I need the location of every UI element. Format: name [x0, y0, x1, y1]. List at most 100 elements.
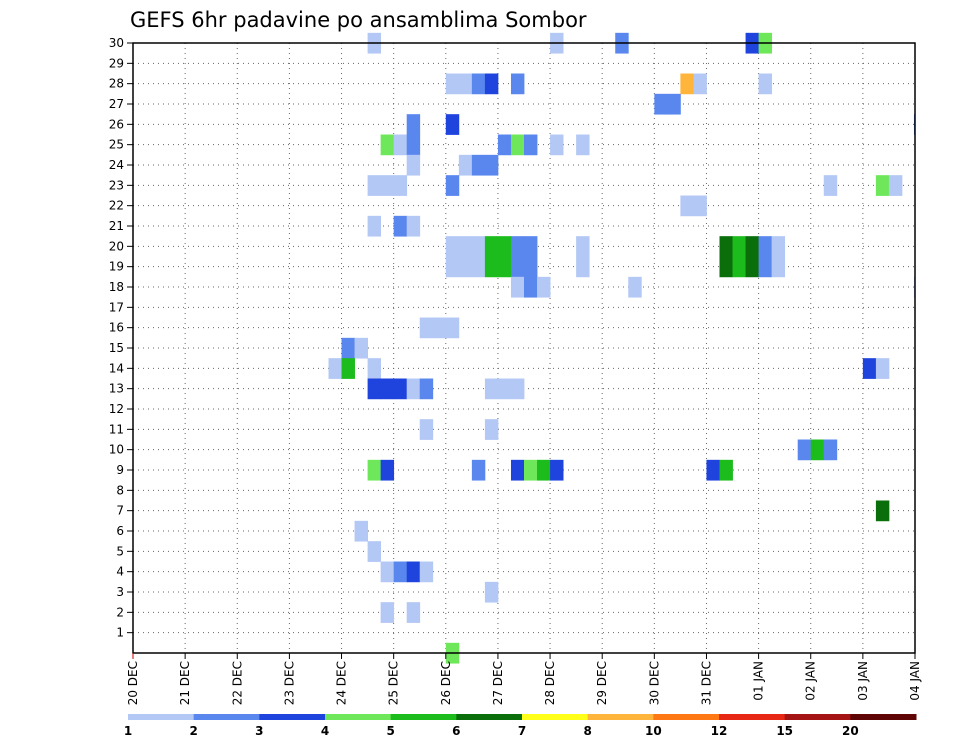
data-cell: [510, 134, 525, 156]
colorbar-segment: [456, 714, 523, 720]
data-cell: [810, 439, 825, 461]
y-tick-label: 15: [109, 341, 124, 355]
data-cell: [758, 73, 773, 95]
y-tick-label: 5: [116, 544, 124, 558]
data-cell: [537, 459, 551, 481]
data-cell: [367, 215, 382, 237]
colorbar-label: 2: [189, 724, 197, 738]
data-cell: [706, 459, 720, 481]
data-cell: [550, 134, 564, 156]
data-cell: [471, 256, 486, 278]
data-cell: [524, 134, 538, 156]
data-cell: [393, 175, 408, 196]
y-tick-label: 19: [109, 260, 124, 274]
data-cell: [406, 134, 421, 156]
y-tick-label: 8: [116, 483, 124, 497]
colorbar-label: 4: [321, 724, 329, 738]
x-tick-label: 25 DEC: [387, 661, 401, 705]
y-axis-ticks: 1234567891011121314151617181920212223242…: [109, 36, 133, 640]
data-cell: [406, 114, 421, 135]
colorbar-segment: [587, 714, 654, 720]
colorbar-segment: [719, 714, 786, 720]
data-cell: [862, 358, 877, 379]
x-tick-label: 28 DEC: [543, 661, 557, 705]
data-cell: [419, 378, 434, 400]
data-cell: [745, 236, 759, 257]
data-cell: [393, 215, 408, 237]
data-cell: [510, 276, 525, 298]
colorbar-label: 6: [452, 724, 460, 738]
data-cell: [419, 317, 434, 339]
data-cell: [823, 439, 838, 461]
x-tick-label: 02 JAN: [804, 661, 818, 701]
data-cell: [680, 195, 694, 217]
data-cell: [380, 175, 395, 196]
data-cell: [432, 317, 447, 339]
data-cell: [471, 154, 486, 176]
y-tick-label: 9: [116, 463, 124, 477]
data-cell: [797, 439, 812, 461]
colorbar-label: 7: [518, 724, 526, 738]
data-cell: [367, 358, 382, 379]
y-tick-label: 24: [109, 158, 124, 172]
data-cell: [380, 602, 395, 623]
data-cell: [341, 358, 355, 379]
data-cell: [875, 358, 890, 379]
y-tick-label: 6: [116, 524, 124, 538]
data-cell: [497, 256, 512, 278]
data-cell: [510, 378, 525, 400]
y-tick-label: 17: [109, 300, 124, 314]
x-tick-label: 04 JAN: [908, 661, 922, 701]
data-cell: [380, 561, 395, 583]
y-tick-label: 22: [109, 199, 124, 213]
x-tick-label: 03 JAN: [856, 661, 870, 701]
data-cell: [445, 175, 460, 196]
data-cell: [576, 256, 590, 278]
data-cell: [823, 175, 838, 196]
chart-title: GEFS 6hr padavine po ansamblima Sombor: [130, 8, 587, 32]
data-cell: [354, 337, 368, 359]
colorbar-segment: [653, 714, 720, 720]
data-cell: [484, 73, 499, 95]
data-cell: [654, 93, 668, 115]
x-tick-label: 21 DEC: [178, 661, 192, 705]
data-cell: [771, 236, 786, 257]
data-cell: [497, 134, 512, 156]
data-cell: [471, 459, 486, 481]
data-cell: [524, 276, 538, 298]
data-cell: [719, 459, 733, 481]
data-cell: [445, 236, 460, 257]
y-tick-label: 11: [109, 422, 124, 436]
x-tick-label: 30 DEC: [647, 661, 661, 705]
y-tick-label: 26: [109, 117, 124, 131]
colorbar-label: 8: [583, 724, 591, 738]
y-tick-label: 7: [116, 504, 124, 518]
data-cell: [510, 73, 525, 95]
data-cell: [419, 419, 434, 440]
data-cell: [693, 73, 707, 95]
y-tick-label: 25: [109, 138, 124, 152]
data-cell: [510, 256, 525, 278]
y-tick-label: 12: [109, 402, 124, 416]
data-cell: [341, 337, 355, 359]
x-tick-label: 26 DEC: [439, 661, 453, 705]
data-cells: [328, 32, 916, 664]
data-cell: [576, 236, 590, 257]
x-tick-label: 01 JAN: [752, 661, 766, 701]
data-cell: [524, 236, 538, 257]
data-cell: [458, 256, 473, 278]
colorbar-label: 5: [386, 724, 394, 738]
data-cell: [328, 358, 342, 379]
x-tick-label: 24 DEC: [335, 661, 349, 705]
colorbar-label: 15: [776, 724, 793, 738]
colorbar: 1 2 3 4 5 6 7 8 10 12 15 20: [124, 714, 917, 738]
data-cell: [732, 236, 746, 257]
colorbar-segment: [128, 714, 195, 720]
x-axis-ticks: 20 DEC 21 DEC 22 DEC 23 DEC 24 DEC 25 DEC 26 D…: [126, 653, 922, 705]
data-cell: [458, 236, 473, 257]
data-cell: [524, 459, 538, 481]
y-tick-label: 20: [109, 239, 124, 253]
data-cell: [380, 134, 395, 156]
data-cell: [406, 561, 421, 583]
